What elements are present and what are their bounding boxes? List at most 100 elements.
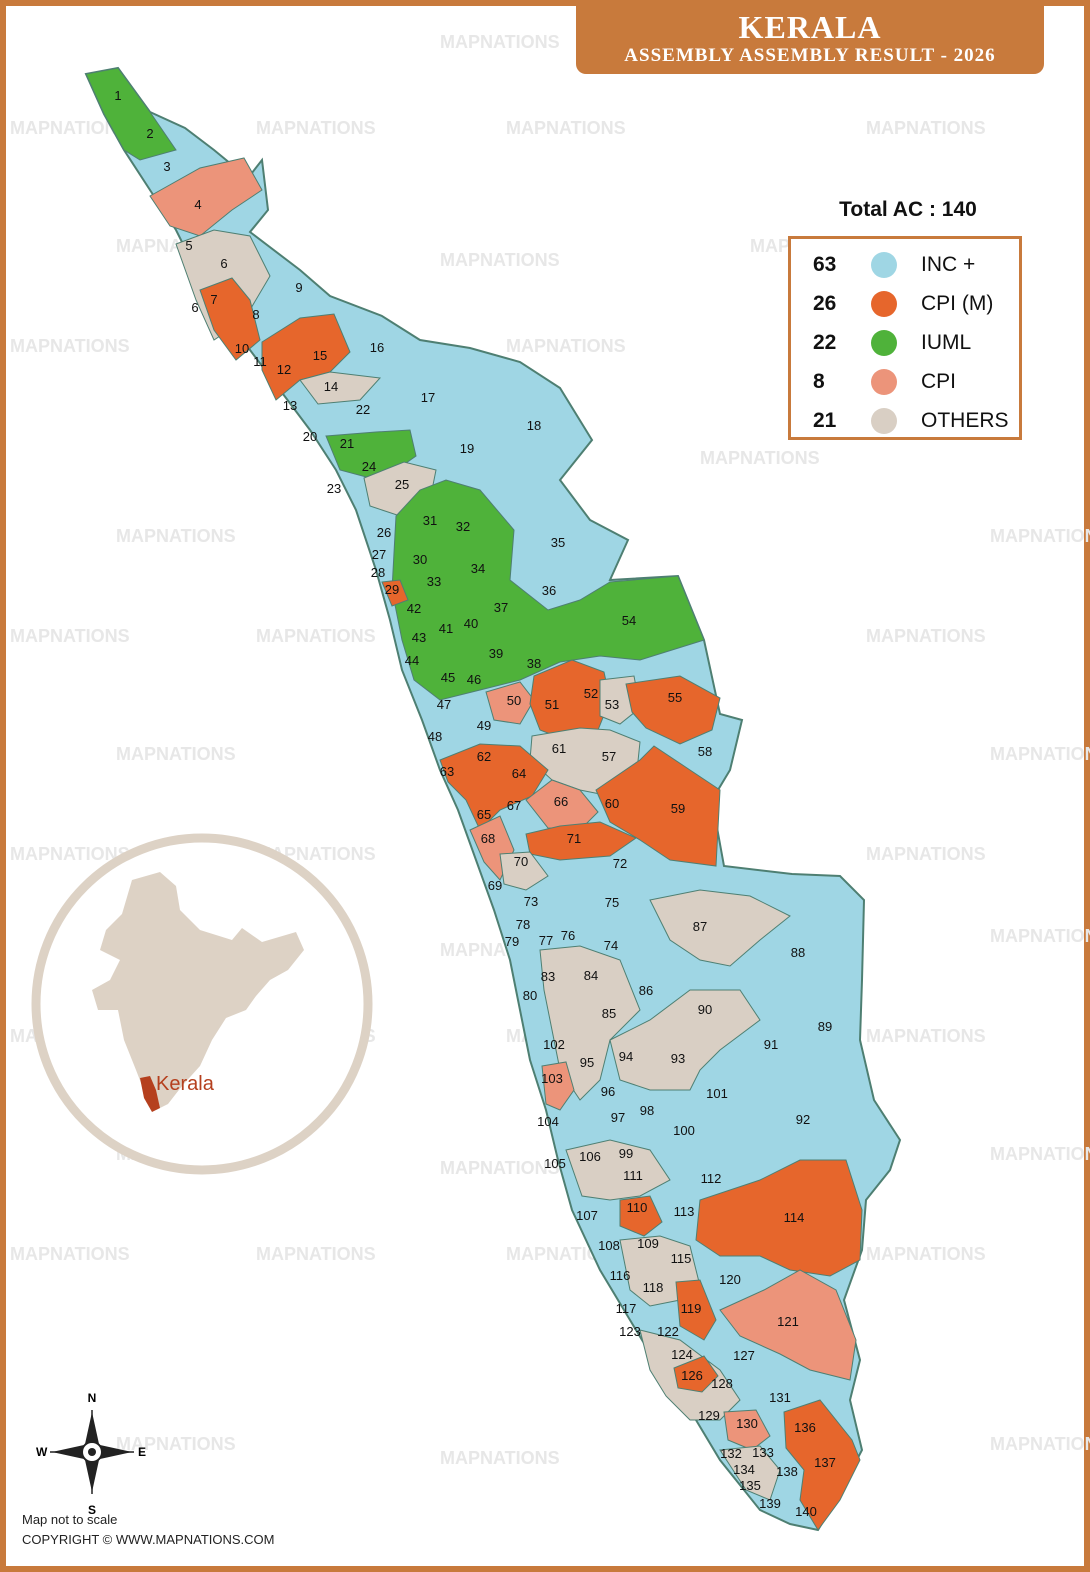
constituency-number: 38 [527,656,541,671]
legend-count: 63 [813,253,837,276]
constituency-number: 31 [423,513,437,528]
page-title: KERALA [738,9,882,45]
constituency-number: 17 [421,390,435,405]
constituency-number: 4 [194,197,201,212]
constituency-number: 5 [185,238,192,253]
legend-label: IUML [921,331,972,354]
watermark-text: MAPNATIONS [506,336,626,356]
constituency-number: 57 [602,749,616,764]
watermark-text: MAPNATIONS [10,118,130,138]
title-banner: KERALA ASSEMBLY ASSEMBLY RESULT - 2026 [576,6,1044,74]
constituency-number: 128 [711,1376,733,1391]
constituency-number: 132 [720,1446,742,1461]
region-cpi-4 [149,157,263,237]
watermark-text: MAPNATIONS [116,526,236,546]
constituency-number: 85 [602,1006,616,1021]
region-others-87 [649,889,791,967]
constituency-number: 112 [701,1171,722,1186]
watermark-text: MAPNATIONS [10,1244,130,1264]
constituency-number: 41 [439,621,453,636]
region-cpim-55 [625,675,721,745]
legend-label: OTHERS [921,409,1009,432]
watermark-text: MAPNATIONS [866,1026,986,1046]
constituency-number: 43 [412,630,426,645]
legend-item-others: 21 OTHERS [791,403,1019,439]
constituency-number: 74 [604,938,618,953]
constituency-number: 70 [514,854,528,869]
constituency-number: 126 [681,1368,703,1383]
legend-swatch [871,408,897,434]
constituency-number: 12 [277,362,291,377]
constituency-number: 37 [494,600,508,615]
watermark-text: MAPNATIONS [440,250,560,270]
watermark-text: MAPNATIONS [990,1144,1090,1164]
legend-label: INC + [921,253,976,276]
constituency-number: 53 [605,697,619,712]
constituency-number: 73 [524,894,538,909]
constituency-number: 40 [464,616,478,631]
legend-swatch [871,291,897,317]
constituency-number: 139 [759,1496,781,1511]
constituency-number: 121 [777,1314,799,1329]
constituency-number: 39 [489,646,503,661]
india-inset [31,833,373,1175]
constituency-number: 7 [210,292,217,307]
total-seats-label: Total AC : 140 [839,198,977,221]
scale-note: Map not to scale [22,1512,118,1527]
constituency-number: 92 [796,1112,810,1127]
constituency-number: 136 [794,1420,816,1435]
watermark-text: MAPNATIONS [866,844,986,864]
constituency-number: 138 [776,1464,798,1479]
constituency-number: 119 [681,1301,702,1316]
watermark-text: MAPNATIONS [116,1434,236,1454]
constituency-number: 27 [372,547,386,562]
constituency-number: 110 [627,1200,648,1215]
constituency-number: 95 [580,1055,594,1070]
legend-count: 26 [813,292,837,315]
constituency-number: 10 [235,341,249,356]
constituency-number: 80 [523,988,537,1003]
compass-s-label: S [88,1503,96,1517]
watermark-text: MAPNATIONS [866,118,986,138]
constituency-number: 16 [370,340,384,355]
legend-label: CPI [921,370,957,393]
constituency-number: 137 [814,1455,836,1470]
constituency-number: 2 [146,126,153,141]
region-cpim-7-12 [199,277,261,361]
inset-kerala-label: Kerala [156,1073,214,1095]
constituency-number: 124 [671,1347,693,1362]
constituency-number: 9 [295,280,302,295]
region-cpim-62-65 [439,743,549,831]
legend-count: 22 [813,331,837,354]
constituency-number: 24 [362,459,376,474]
compass-w-label: W [36,1445,48,1459]
constituency-number: 122 [657,1324,679,1339]
region-cpi-103 [541,1061,575,1111]
watermark-text: MAPNATIONS [10,336,130,356]
constituency-number: 62 [477,749,491,764]
constituency-number: 90 [698,1002,712,1017]
watermark-text: MAPNATIONS [10,626,130,646]
constituency-number: 33 [427,574,441,589]
constituency-number: 63 [440,764,454,779]
constituency-number: 105 [544,1156,566,1171]
region-cpim-71 [525,821,638,861]
constituency-number: 78 [516,917,530,932]
constituency-number: 115 [671,1251,692,1266]
constituency-number: 59 [671,801,685,816]
constituency-number: 29 [385,582,399,597]
constituency-number: 19 [460,441,474,456]
constituency-number: 46 [467,672,481,687]
constituency-number: 68 [481,831,495,846]
watermark-text: MAPNATIONS [990,526,1090,546]
region-cpi-121 [719,1269,857,1381]
constituency-number: 93 [671,1051,685,1066]
constituency-number: 97 [611,1110,625,1125]
constituency-number: 6 [220,256,227,271]
constituency-number: 130 [736,1416,758,1431]
region-cpi-50 [485,681,535,725]
constituency-number: 45 [441,670,455,685]
constituency-number: 60 [605,796,619,811]
constituency-number: 67 [507,798,521,813]
